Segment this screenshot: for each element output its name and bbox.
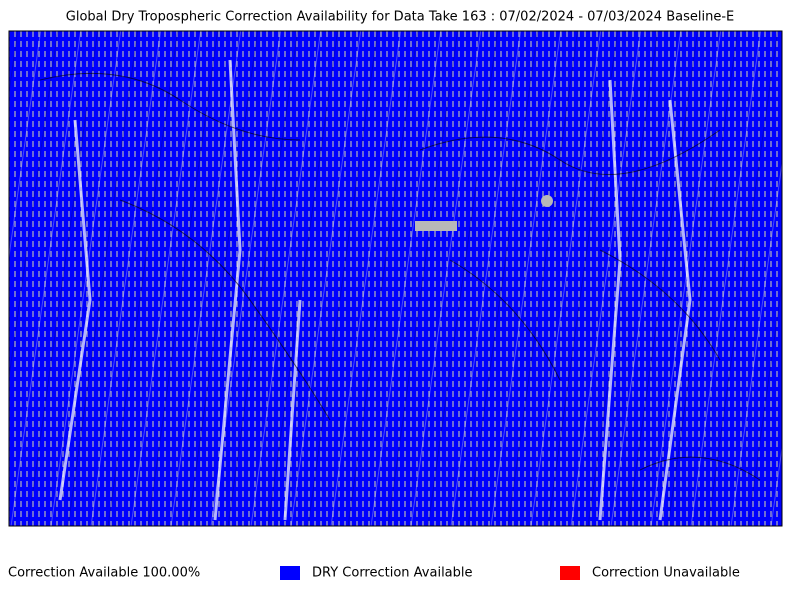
legend-swatch [280,566,300,580]
land-feature [415,221,457,231]
coverage-gaps [58,59,692,521]
legend-swatch [560,566,580,580]
coastlines [39,72,761,481]
availability-statistic: Correction Available 100.00% [8,566,200,581]
map [8,30,783,527]
legend-label: DRY Correction Available [312,566,473,581]
legend-label: Correction Unavailable [592,566,740,581]
land-feature [541,195,553,207]
legend: DRY Correction Available Correction Unava… [280,566,740,581]
map-frame [8,30,783,527]
map-title: Global Dry Tropospheric Correction Avail… [66,10,734,25]
orbit-tracks [9,31,782,526]
